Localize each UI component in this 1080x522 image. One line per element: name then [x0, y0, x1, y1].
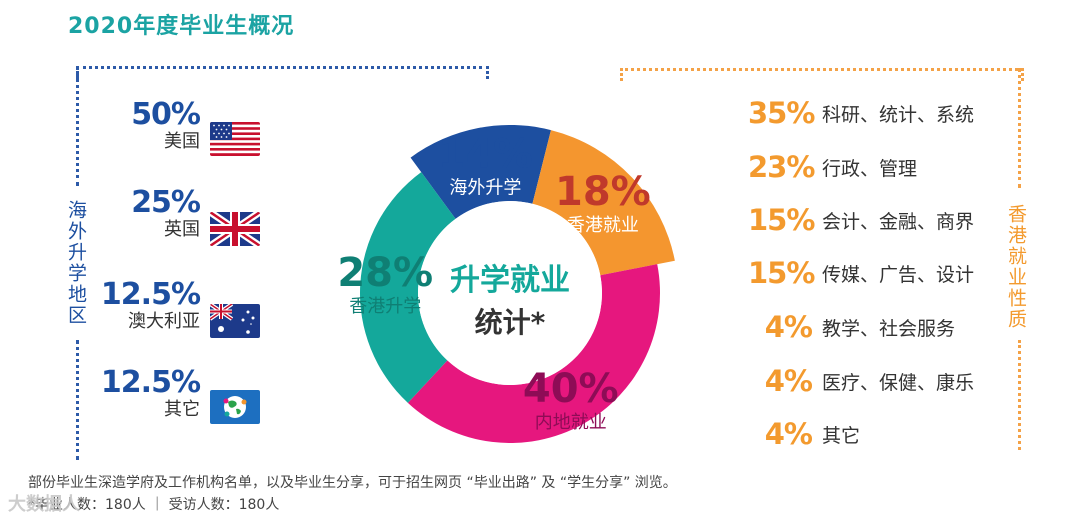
slice-pct-label: 40%	[523, 366, 619, 412]
career-pct: 35%	[748, 96, 815, 130]
career-item: 4% 教学、社会服务	[748, 310, 955, 344]
australia-flag-icon	[210, 304, 260, 338]
watermark: 大数据人	[8, 494, 80, 515]
slice-category-label: 海外升学	[449, 177, 521, 198]
slice-4	[360, 172, 456, 403]
career-pct: 15%	[748, 256, 815, 290]
career-item: 4% 其它	[748, 417, 860, 451]
slice-1	[410, 124, 551, 219]
region-uk: 25% 英国	[80, 185, 201, 242]
globe-icon	[210, 390, 260, 424]
career-pct: 4%	[764, 310, 813, 344]
region-pct: 12.5%	[100, 277, 201, 312]
overseas-bracket-line	[76, 340, 79, 460]
hk-jobs-label: 香港就业性质	[1005, 200, 1027, 334]
career-pct: 4%	[764, 364, 813, 398]
career-pct: 15%	[748, 203, 815, 237]
donut-chart: 升学就业 统计* 14%海外升学 18%香港就业 40%内地就业 28%香港升学	[337, 124, 675, 443]
career-item: 35% 科研、统计、系统	[748, 96, 974, 130]
slice-pct-label: 28%	[337, 250, 433, 296]
region-name: 澳大利亚	[128, 311, 200, 332]
us-flag-icon	[210, 122, 260, 156]
slice-category-label: 香港就业	[567, 215, 639, 236]
hk-jobs-bracket-line	[1018, 340, 1021, 450]
career-name: 医疗、保健、康乐	[822, 371, 975, 394]
region-pct: 12.5%	[100, 365, 201, 400]
career-item: 15% 会计、金融、商界	[748, 203, 974, 237]
career-name: 教学、社会服务	[822, 317, 956, 340]
hk-jobs-bracket-line	[1018, 68, 1021, 188]
career-item: 4% 医疗、保健、康乐	[748, 364, 974, 398]
overseas-bracket-line	[76, 66, 79, 186]
career-pct: 23%	[748, 150, 815, 184]
region-name: 英国	[164, 219, 200, 240]
career-pct: 4%	[764, 417, 813, 451]
donut-hole	[418, 201, 602, 385]
career-name: 其它	[822, 424, 861, 447]
region-name: 美国	[164, 131, 200, 152]
career-name: 传媒、广告、设计	[822, 263, 975, 286]
career-item: 23% 行政、管理	[748, 150, 917, 184]
chart-subtitle: 统计*	[475, 306, 546, 339]
slice-2	[532, 130, 675, 276]
career-name: 行政、管理	[822, 157, 918, 180]
uk-flag-icon	[210, 212, 260, 246]
slice-pct-label: 14%	[438, 131, 534, 177]
region-name: 其它	[164, 399, 200, 420]
chart-title: 升学就业	[450, 263, 570, 298]
career-name: 会计、金融、商界	[822, 210, 975, 233]
footnote-line: *毕业人数：180人 ｜ 受访人数：180人	[28, 497, 280, 513]
region-pct: 25%	[131, 185, 201, 220]
region-other: 12.5% 其它	[80, 365, 201, 422]
slice-pct-label: 18%	[555, 169, 651, 215]
career-item: 15% 传媒、广告、设计	[748, 256, 974, 290]
slice-category-label: 内地就业	[535, 412, 607, 433]
slice-category-label: 香港升学	[349, 296, 421, 317]
footnote-line: 部份毕业生深造学府及工作机构名单，以及毕业生分享，可于招生网页 “毕业出路” 及…	[28, 475, 677, 491]
page-title: 2020年度毕业生概况	[68, 14, 295, 39]
region-usa: 50% 美国	[80, 97, 201, 154]
hk-jobs-bracket	[620, 68, 1024, 81]
career-name: 科研、统计、系统	[822, 103, 975, 126]
footnote: 部份毕业生深造学府及工作机构名单，以及毕业生分享，可于招生网页 “毕业出路” 及…	[28, 472, 677, 516]
overseas-region-label: 海外升学地区	[65, 196, 87, 330]
region-pct: 50%	[131, 97, 201, 132]
overseas-bracket	[76, 66, 489, 79]
slice-3	[407, 264, 660, 443]
region-australia: 12.5% 澳大利亚	[80, 277, 201, 334]
